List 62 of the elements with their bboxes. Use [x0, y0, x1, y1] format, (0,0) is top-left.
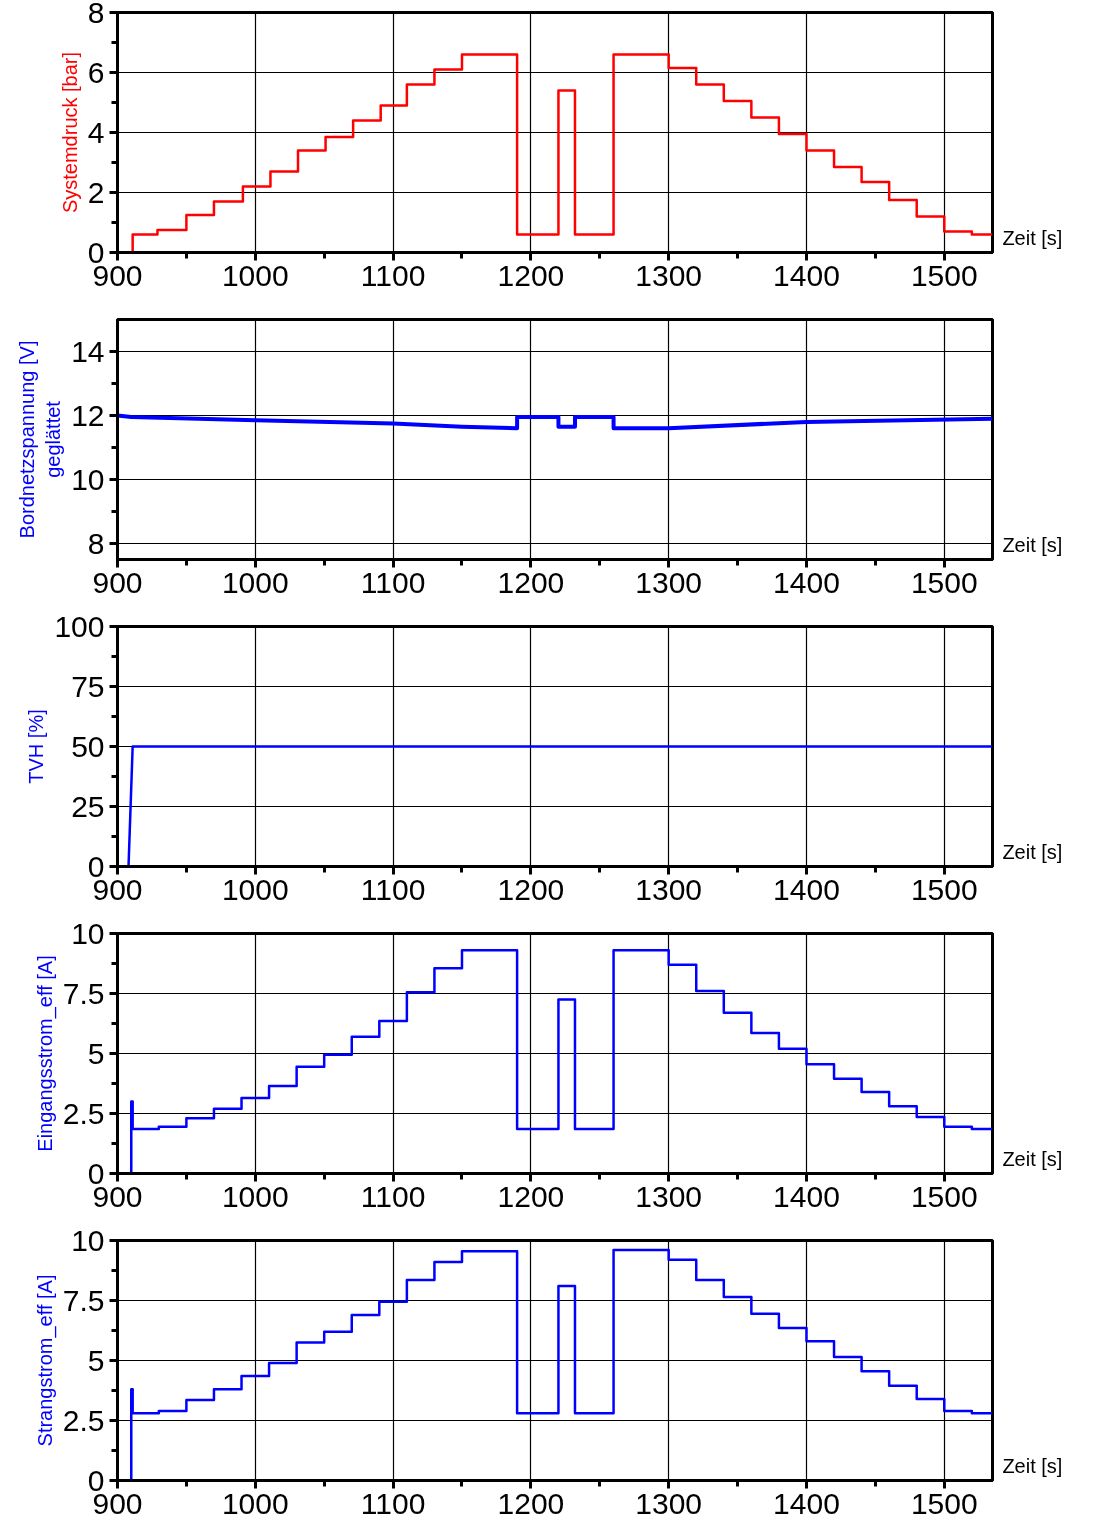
x-axis-title: Zeit [s]: [1002, 1454, 1063, 1477]
x-axis-title: Zeit [s]: [1002, 840, 1063, 863]
x-tick-label: 1500: [910, 1486, 978, 1520]
y-tick-label: 7.5: [62, 976, 105, 1010]
y-tick-label: 2: [87, 175, 105, 209]
y-tick-label: 14: [71, 334, 105, 368]
x-tick-label: 1000: [221, 872, 289, 906]
x-tick-label: 1300: [635, 872, 703, 906]
x-tick-label: 1300: [635, 1486, 703, 1520]
x-tick-label: 1500: [910, 258, 978, 292]
y-axis-title: Systemdruck [bar]: [58, 51, 81, 214]
x-tick-label: 1300: [635, 1179, 703, 1213]
x-tick-label: 1000: [221, 565, 289, 599]
x-tick-label: 1300: [635, 565, 703, 599]
x-tick-label: 1400: [773, 258, 840, 292]
y-tick-label: 10: [71, 916, 105, 950]
x-tick-label: 1100: [360, 258, 426, 292]
x-tick-label: 1400: [773, 872, 840, 906]
x-tick-label: 1300: [635, 258, 703, 292]
x-tick-label: 1000: [221, 1179, 289, 1213]
x-tick-label: 1400: [773, 565, 840, 599]
y-tick-label: 10: [71, 1223, 105, 1257]
y-tick-label: 5: [87, 1343, 105, 1377]
y-axis-title: Strangstrom_eff [A]: [33, 1274, 57, 1447]
x-tick-label: 1200: [497, 565, 565, 599]
x-tick-label: 1100: [360, 1179, 426, 1213]
line-series: [117, 413, 993, 431]
x-axis-title: Zeit [s]: [1002, 1147, 1063, 1170]
x-tick-label: 1200: [497, 1486, 565, 1520]
x-tick-label: 1200: [497, 872, 565, 906]
y-tick-label: 50: [71, 729, 105, 763]
y-tick-label: 8: [87, 0, 105, 29]
y-tick-label: 12: [71, 398, 105, 432]
y-tick-label: 8: [87, 526, 105, 560]
y-tick-label: 100: [54, 609, 105, 643]
y-tick-label: 5: [87, 1036, 105, 1070]
y-axis-title: Eingangsstrom_eff [A]: [33, 955, 57, 1152]
y-axis-title: TVH [%]: [25, 709, 48, 784]
x-axis-title: Zeit [s]: [1002, 533, 1063, 556]
x-tick-label: 1100: [360, 565, 426, 599]
y-tick-label: 4: [87, 115, 105, 149]
x-tick-label: 900: [92, 565, 143, 599]
x-axis-title: Zeit [s]: [1002, 226, 1063, 249]
x-tick-label: 1100: [360, 872, 426, 906]
x-tick-label: 1500: [910, 1179, 978, 1213]
x-tick-label: 1400: [773, 1179, 840, 1213]
y-tick-label: 6: [87, 55, 105, 89]
y-tick-label: 25: [71, 789, 105, 823]
y-tick-label: 7.5: [62, 1283, 105, 1317]
x-tick-label: 1400: [773, 1486, 840, 1520]
y-tick-label: 10: [71, 462, 105, 496]
y-tick-label: 2.5: [62, 1096, 105, 1130]
y-axis-title: Bordnetzspannung [V] geglättet: [15, 340, 65, 539]
x-tick-label: 1000: [221, 1486, 289, 1520]
y-tick-label: 75: [71, 669, 105, 703]
x-tick-label: 1500: [910, 872, 978, 906]
x-tick-label: 1500: [910, 565, 978, 599]
x-tick-label: 1100: [360, 1486, 426, 1520]
x-tick-label: 1200: [497, 1179, 565, 1213]
x-tick-label: 1200: [497, 258, 565, 292]
y-tick-label: 2.5: [62, 1403, 105, 1437]
x-tick-label: 1000: [221, 258, 289, 292]
